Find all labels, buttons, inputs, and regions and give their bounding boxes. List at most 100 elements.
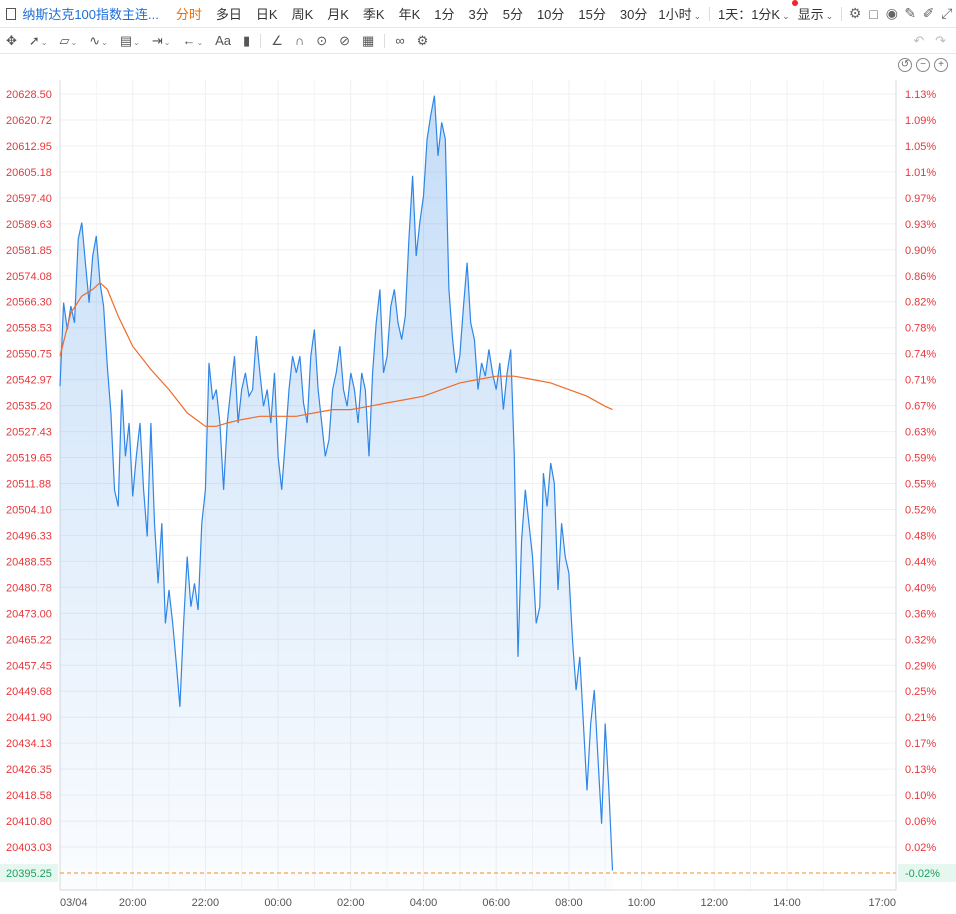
x-tick-label: 02:00 [337, 897, 365, 909]
undo-icon[interactable]: ↶ [913, 32, 925, 48]
fullscreen-icon[interactable]: ⤢ [941, 5, 953, 21]
zoom-out-icon[interactable]: − [916, 58, 930, 72]
hide-icon[interactable]: ⊘ [339, 32, 351, 48]
checkbox-icon[interactable]: □ [869, 5, 878, 22]
y-left-tick-label: 20441.90 [6, 712, 52, 724]
y-right-tick-label: 0.71% [905, 375, 936, 387]
camera-icon[interactable]: ◉ [885, 5, 898, 21]
eye-icon[interactable]: ⊙ [316, 32, 328, 48]
y-right-tick-label: 0.55% [905, 479, 936, 491]
y-right-tick-label: 0.52% [905, 504, 936, 516]
chevron-down-icon: ⌄ [825, 11, 834, 21]
x-tick-label: 20:00 [119, 897, 147, 909]
gear-icon[interactable]: ⚙ [416, 32, 429, 48]
y-left-tick-label: 20612.95 [6, 141, 52, 153]
y-right-tick-label: 0.06% [905, 816, 936, 828]
trash-icon[interactable]: ▦ [362, 32, 375, 48]
y-left-tick-label: 20589.63 [6, 219, 52, 231]
y-right-tick-label: 0.02% [905, 842, 936, 854]
x-tick-label: 03/04 [60, 897, 88, 909]
channel-icon[interactable]: ▱⌄ [59, 32, 78, 48]
y-right-tick-label: 0.40% [905, 582, 936, 594]
average-line [59, 281, 613, 427]
wave-icon[interactable]: ∿⌄ [89, 32, 108, 48]
x-tick-label: 17:00 [868, 897, 896, 909]
edit-icon[interactable]: ✎ [904, 5, 917, 21]
reset-icon[interactable]: ↺ [898, 58, 912, 72]
y-left-tick-label: 20628.50 [6, 89, 52, 101]
display-dropdown[interactable]: 显示 ⌄ [791, 0, 838, 23]
y-left-tick-label: 20620.72 [6, 115, 52, 127]
redo-icon[interactable]: ↷ [935, 32, 946, 48]
y-left-tick-label: 20496.33 [6, 530, 52, 542]
crosshair-icon[interactable]: ✥ [6, 32, 17, 48]
current-pct-label: -0.02% [905, 868, 940, 880]
y-left-tick-label: 20488.55 [6, 556, 52, 568]
y-right-tick-label: 0.93% [905, 219, 936, 231]
y-right-tick-label: 0.97% [905, 193, 936, 205]
y-right-tick-label: 0.25% [905, 686, 936, 698]
y-left-tick-label: 20457.45 [6, 660, 52, 672]
y-left-tick-label: 20410.80 [6, 816, 52, 828]
y-left-tick-label: 20511.88 [6, 479, 51, 491]
y-right-tick-label: 0.90% [905, 245, 936, 257]
measure-icon[interactable]: ⇥⌄ [151, 32, 171, 48]
y-right-tick-label: 0.44% [905, 556, 936, 568]
link-icon[interactable]: ∞ [395, 33, 405, 48]
range-dropdown[interactable]: 1天：1分K ⌄ [714, 4, 794, 23]
price-line [59, 95, 614, 871]
y-right-tick-label: 0.82% [905, 297, 936, 309]
y-right-tick-label: 0.29% [905, 660, 936, 672]
x-tick-label: 04:00 [410, 897, 438, 909]
x-tick-label: 08:00 [555, 897, 583, 909]
period-tab-6[interactable]: 年K [398, 7, 421, 22]
line-icon[interactable]: ➚⌄ [28, 32, 48, 48]
period-tab-0[interactable]: 分时 [175, 7, 202, 22]
y-right-tick-label: 0.48% [905, 530, 936, 542]
undo-redo: ↶ ↷ [913, 33, 956, 49]
period-tab-11[interactable]: 15分 [578, 7, 606, 22]
y-left-tick-label: 20581.85 [6, 245, 52, 257]
zoom-in-icon[interactable]: + [934, 58, 948, 72]
settings-icon[interactable]: ⚙ [848, 5, 862, 21]
y-left-tick-label: 20519.65 [6, 453, 52, 465]
period-tab-2[interactable]: 日K [255, 7, 278, 22]
period-tab-1[interactable]: 多日 [215, 7, 242, 22]
period-tab-4[interactable]: 月K [327, 7, 349, 22]
y-right-tick-label: 0.10% [905, 790, 936, 802]
x-tick-label: 10:00 [628, 897, 656, 909]
period-tab-8[interactable]: 3分 [468, 7, 489, 22]
chevron-down-icon: ⌄ [782, 11, 790, 21]
period-toolbar: 纳斯达克100指数主连... 分时 多日 日K 周K 月K 季K 年K 1分 3… [0, 0, 956, 28]
fib-icon[interactable]: ▤⌄ [119, 32, 140, 48]
y-left-tick-label: 20535.20 [6, 401, 52, 413]
y-left-tick-label: 20426.35 [6, 764, 52, 776]
hour-dropdown[interactable]: 1小时 ⌄ [654, 4, 705, 23]
comment-icon[interactable]: ▮ [243, 32, 251, 48]
sidebar-toggle-icon[interactable] [6, 7, 17, 20]
y-right-tick-label: 0.86% [905, 271, 936, 283]
y-right-tick-label: 0.59% [905, 453, 936, 465]
magnet-icon[interactable]: ∩ [294, 33, 305, 48]
period-tab-10[interactable]: 10分 [536, 7, 565, 22]
drawing-toolbar: ✥ ➚⌄ ▱⌄ ∿⌄ ▤⌄ ⇥⌄ ←⌄ Aa ▮ ∠ ∩ ⊙ ⊘ ▦ ∞ ⚙ ↶… [0, 28, 956, 54]
period-tab-5[interactable]: 季K [362, 7, 385, 22]
y-right-tick-label: 0.13% [905, 764, 936, 776]
y-right-tick-label: 0.17% [905, 738, 936, 750]
period-tab-7[interactable]: 1分 [434, 7, 455, 22]
period-tab-9[interactable]: 5分 [502, 7, 523, 22]
x-tick-label: 00:00 [264, 897, 292, 909]
pen-icon[interactable]: ✐ [922, 5, 935, 21]
period-tab-12[interactable]: 30分 [619, 7, 648, 22]
ruler-icon[interactable]: ∠ [271, 32, 283, 48]
y-left-tick-label: 20574.08 [6, 271, 52, 283]
instrument-title[interactable]: 纳斯达克100指数主连... [22, 7, 159, 22]
chevron-down-icon: ⌄ [693, 11, 702, 21]
arrow-left-icon[interactable]: ←⌄ [182, 33, 204, 48]
x-tick-label: 06:00 [482, 897, 510, 909]
current-price-box [0, 864, 58, 882]
y-left-tick-label: 20597.40 [6, 193, 52, 205]
period-tab-3[interactable]: 周K [291, 7, 314, 22]
text-icon[interactable]: Aa [215, 33, 232, 48]
